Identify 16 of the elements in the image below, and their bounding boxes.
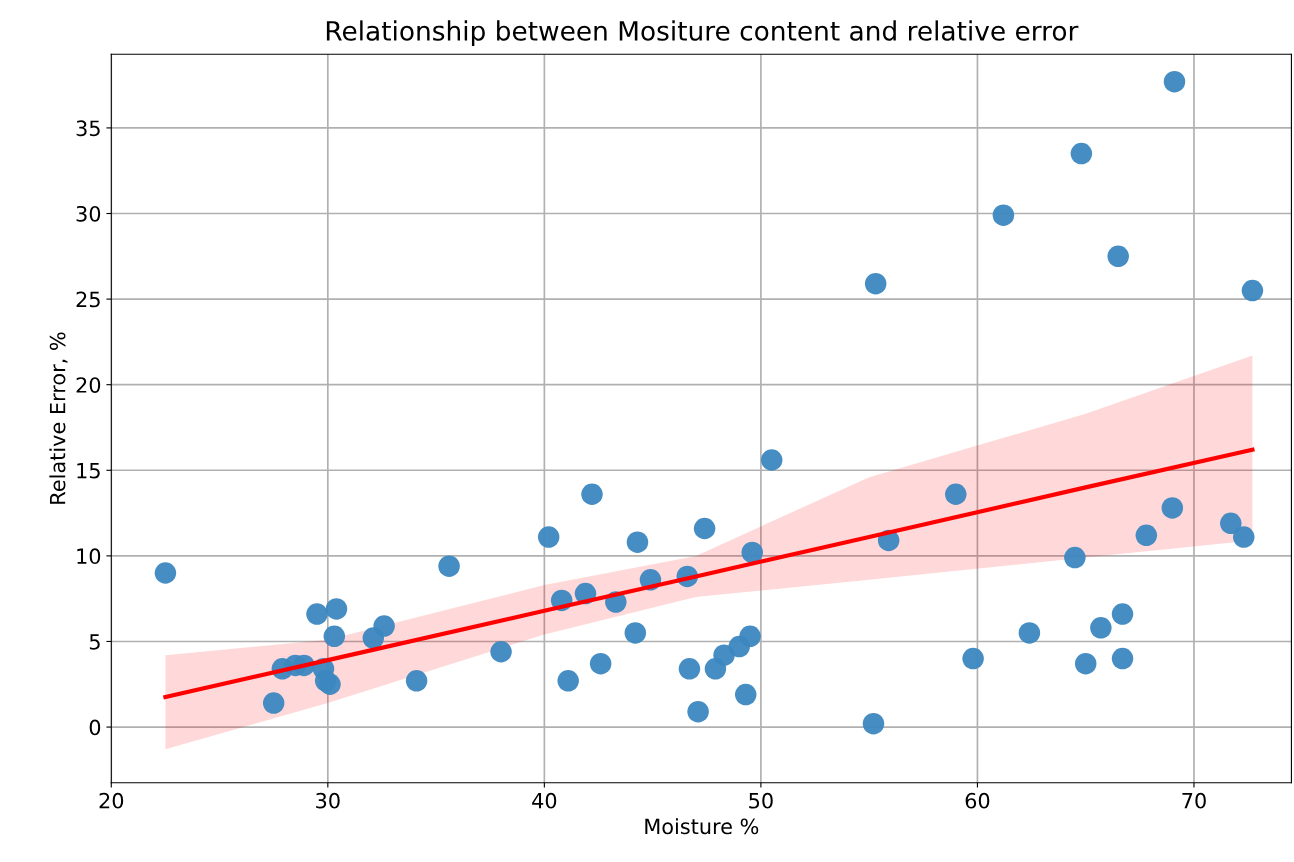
x-tick-label: 70 <box>1182 792 1206 809</box>
y-axis-title: Relative Error, % <box>49 332 68 504</box>
x-tick-label: 60 <box>965 792 990 809</box>
x-tick-label: 40 <box>532 792 557 809</box>
y-tick-label: 10 <box>77 548 101 565</box>
y-tick-label: 35 <box>76 120 100 137</box>
x-tick-label: 50 <box>749 792 773 809</box>
y-tick-label: 0 <box>89 719 101 736</box>
y-tick-label: 30 <box>76 205 101 222</box>
x-axis-title: Moisture % <box>645 818 759 835</box>
y-tick-label: 5 <box>89 634 100 650</box>
x-tick-label: 30 <box>316 792 340 809</box>
chart-title: Relationship between Mositure content and relative error <box>326 20 1079 46</box>
y-tick-label: 25 <box>76 291 100 308</box>
y-tick-label: 15 <box>77 463 100 479</box>
y-tick-label: 20 <box>76 377 101 393</box>
